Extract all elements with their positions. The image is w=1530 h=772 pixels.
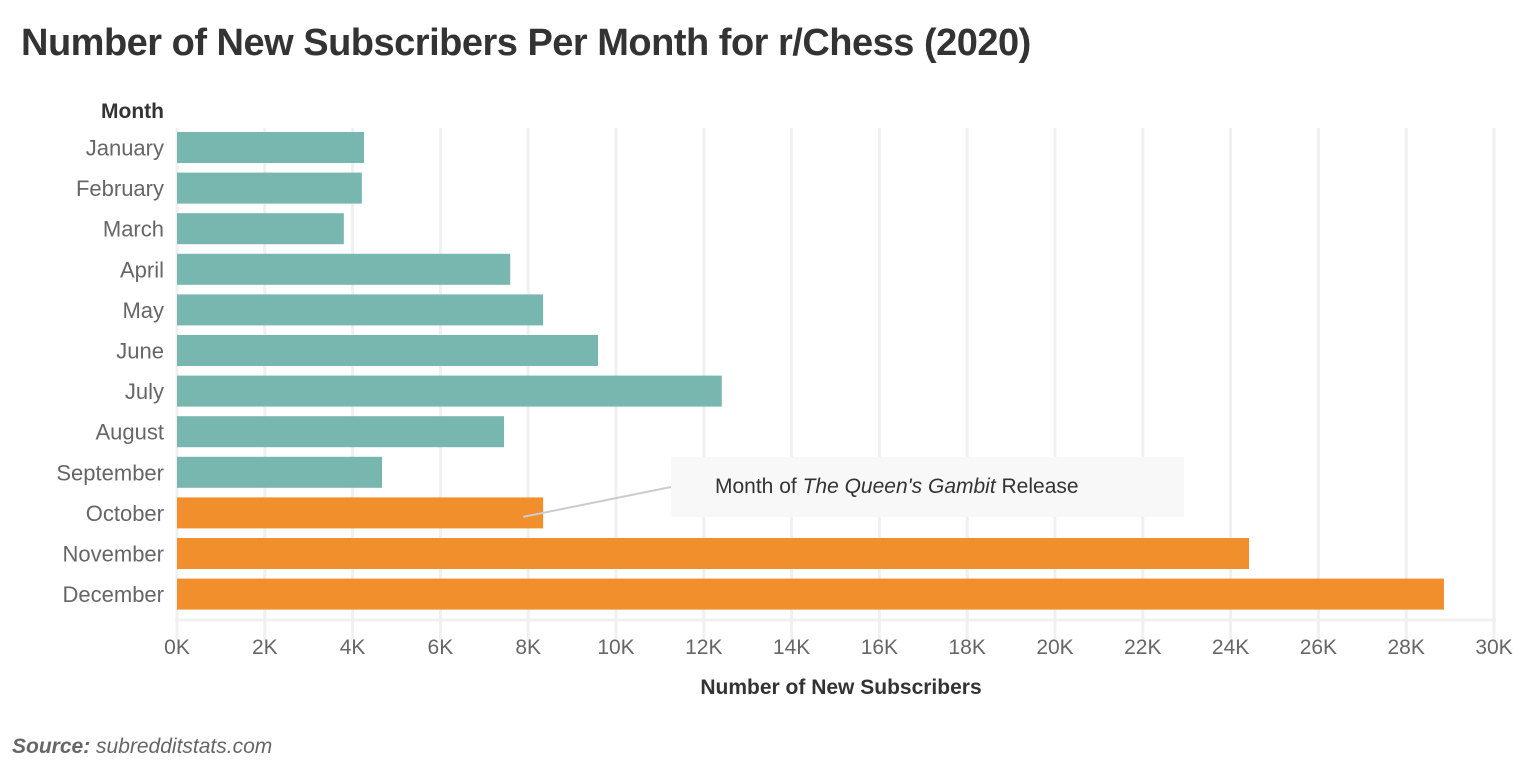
- chart-title: Number of New Subscribers Per Month for …: [21, 22, 1031, 64]
- annotation-prefix: Month of: [715, 475, 803, 498]
- bar-october: [177, 497, 544, 529]
- x-tick-label: 0K: [164, 636, 190, 659]
- bar-september: [177, 456, 383, 488]
- annotation-suffix: Release: [995, 475, 1079, 498]
- y-tick-label: October: [86, 501, 164, 526]
- x-tick-label: 24K: [1212, 636, 1249, 659]
- y-tick-labels: January February March April May June July Augu…: [56, 136, 164, 608]
- y-tick-label: April: [120, 257, 164, 282]
- x-tick-label: 18K: [949, 636, 986, 659]
- source-label: Source:: [12, 735, 91, 758]
- x-tick-label: 12K: [685, 636, 722, 659]
- y-tick-label: February: [76, 176, 164, 201]
- x-tick-label: 26K: [1300, 636, 1337, 659]
- bar-july: [177, 375, 722, 407]
- bar-january: [177, 132, 365, 163]
- x-tick-label: 2K: [252, 636, 278, 659]
- y-tick-label: September: [56, 460, 164, 485]
- x-tick-label: 4K: [340, 636, 366, 659]
- annotation-connector: [522, 486, 672, 518]
- y-tick-label: May: [122, 298, 164, 323]
- source-note: Source: subredditstats.com: [12, 735, 272, 759]
- bar-december: [177, 578, 1444, 610]
- x-axis-title: Number of New Subscribers: [700, 676, 982, 699]
- x-tick-label: 20K: [1036, 636, 1073, 659]
- bar-april: [177, 253, 511, 285]
- annotation-line: [522, 486, 672, 518]
- x-tick-label: 22K: [1124, 636, 1161, 659]
- x-tick-label: 16K: [861, 636, 898, 659]
- annotation-callout: Month of The Queen's Gambit Release: [671, 457, 1184, 517]
- y-tick-label: July: [125, 379, 164, 404]
- y-tick-label: December: [63, 582, 164, 607]
- x-tick-label: 10K: [597, 636, 634, 659]
- x-tick-label: 30K: [1475, 636, 1512, 659]
- source-value: subredditstats.com: [90, 735, 273, 758]
- bar-june: [177, 335, 599, 366]
- bar-may: [177, 294, 544, 326]
- y-tick-label: January: [86, 136, 164, 161]
- bar-august: [177, 416, 505, 448]
- bar-november: [177, 538, 1250, 569]
- y-tick-label: August: [96, 420, 165, 445]
- bars: [177, 132, 1444, 610]
- y-tick-label: November: [63, 542, 164, 567]
- bar-march: [177, 213, 344, 245]
- x-tick-label: 6K: [428, 636, 454, 659]
- x-tick-label: 14K: [773, 636, 810, 659]
- y-axis-title: Month: [101, 100, 164, 123]
- annotation-italic-title: The Queen's Gambit: [802, 475, 996, 498]
- y-tick-label: June: [116, 339, 164, 364]
- x-tick-label: 28K: [1388, 636, 1425, 659]
- bar-february: [177, 172, 362, 204]
- y-tick-label: March: [103, 217, 164, 242]
- x-tick-labels: 0K 2K 4K 6K 8K 10K 12K 14K 16K 18K 20K 22K 24K 26K 28K…: [164, 636, 1513, 659]
- x-tick-label: 8K: [515, 636, 541, 659]
